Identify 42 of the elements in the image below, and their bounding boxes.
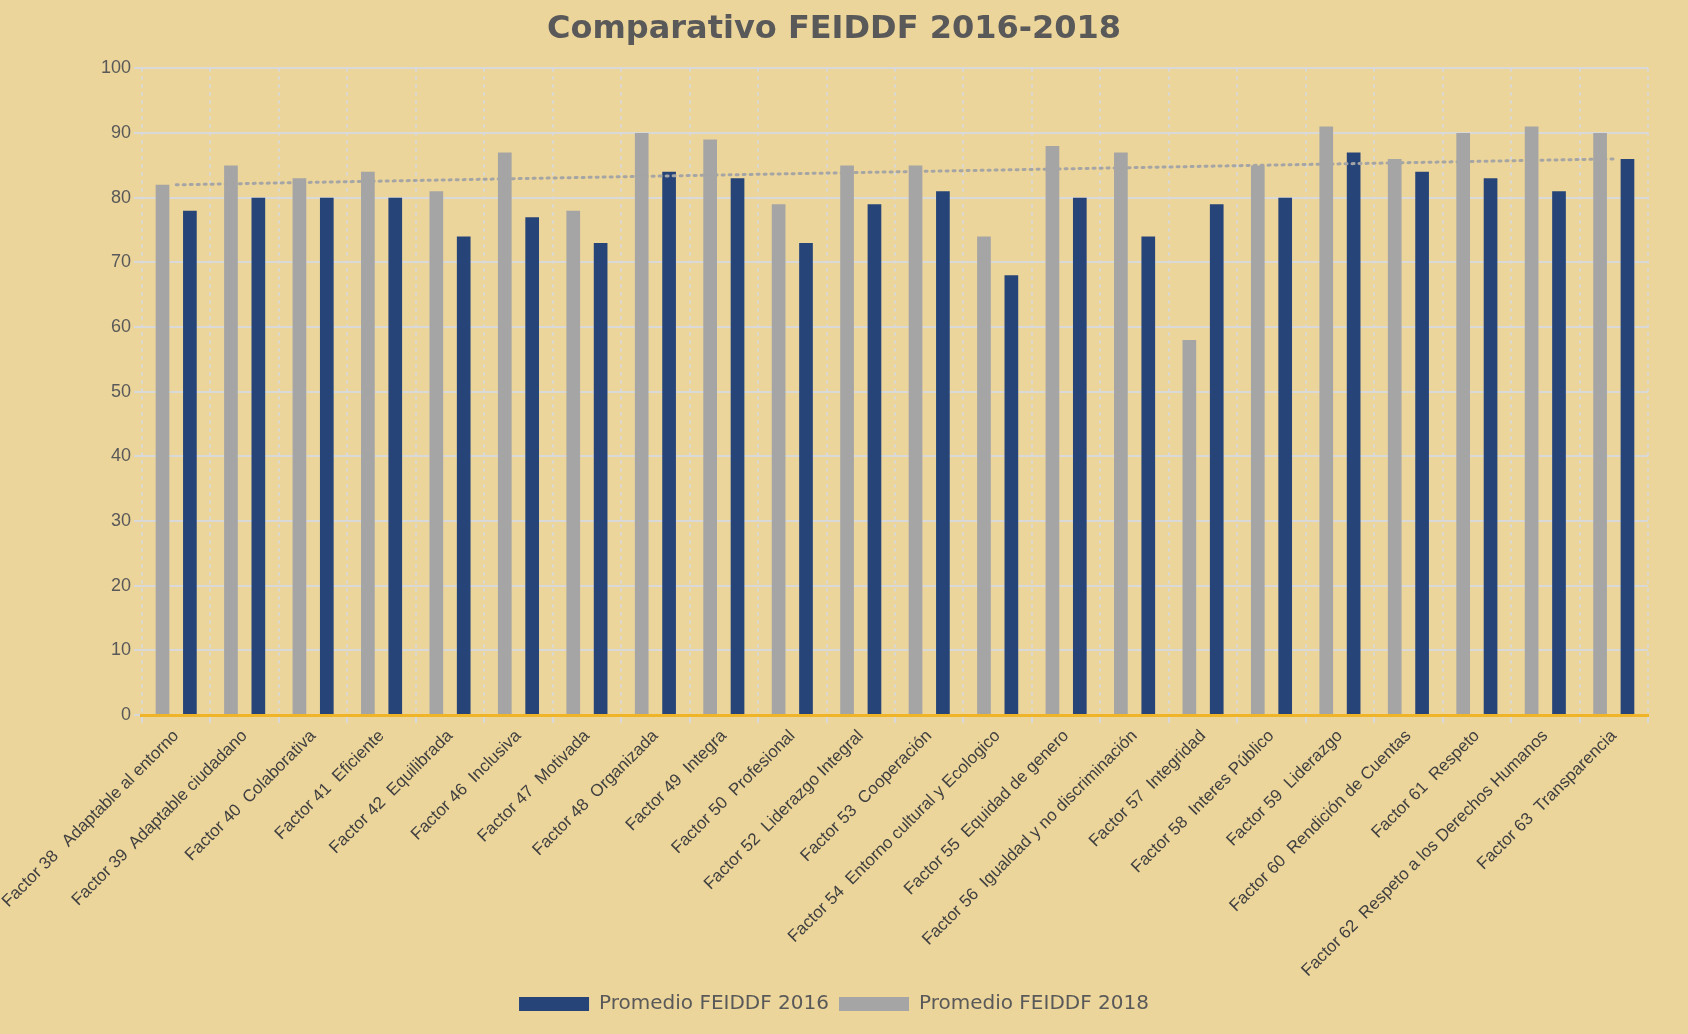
y-tick-label: 40 xyxy=(110,445,131,466)
bar xyxy=(867,204,882,715)
bar xyxy=(1415,171,1429,715)
y-tick-label: 60 xyxy=(110,316,131,337)
bar xyxy=(1072,197,1087,715)
y-tick-label: 30 xyxy=(110,510,131,531)
legend-label: Promedio FEIDDF 2016 xyxy=(599,990,830,1015)
bar xyxy=(936,191,950,715)
y-tick-label: 0 xyxy=(120,704,131,725)
bar xyxy=(799,242,813,715)
bar xyxy=(1620,158,1635,715)
legend-label: Promedio FEIDDF 2018 xyxy=(919,990,1149,1015)
bar xyxy=(155,184,170,715)
bar xyxy=(566,210,581,715)
bar xyxy=(1209,204,1224,715)
bar xyxy=(456,236,471,715)
y-tick-label: 10 xyxy=(110,639,131,660)
bar xyxy=(1004,275,1019,715)
bar xyxy=(593,242,608,715)
y-tick-label: 90 xyxy=(110,122,131,143)
bar xyxy=(1346,152,1361,715)
bar xyxy=(525,217,540,715)
bar xyxy=(183,210,197,715)
bar xyxy=(977,236,991,715)
y-tick-label: 80 xyxy=(110,186,131,207)
y-tick-label: 50 xyxy=(110,380,131,401)
bar xyxy=(251,197,266,715)
bar xyxy=(1552,191,1566,715)
bar xyxy=(388,197,403,715)
bar xyxy=(319,197,334,715)
bar xyxy=(662,171,676,715)
y-tick-label: 100 xyxy=(100,57,131,78)
bar xyxy=(730,178,745,715)
chart-title: Comparativo FEIDDF 2016-2018 xyxy=(546,7,1122,46)
y-tick-label: 70 xyxy=(110,251,131,272)
bar xyxy=(1278,197,1293,715)
bar xyxy=(1182,339,1197,715)
bar xyxy=(429,191,444,715)
y-tick-label: 20 xyxy=(110,574,131,595)
bar xyxy=(1483,178,1498,715)
bar xyxy=(1141,236,1156,715)
bar xyxy=(771,204,786,715)
